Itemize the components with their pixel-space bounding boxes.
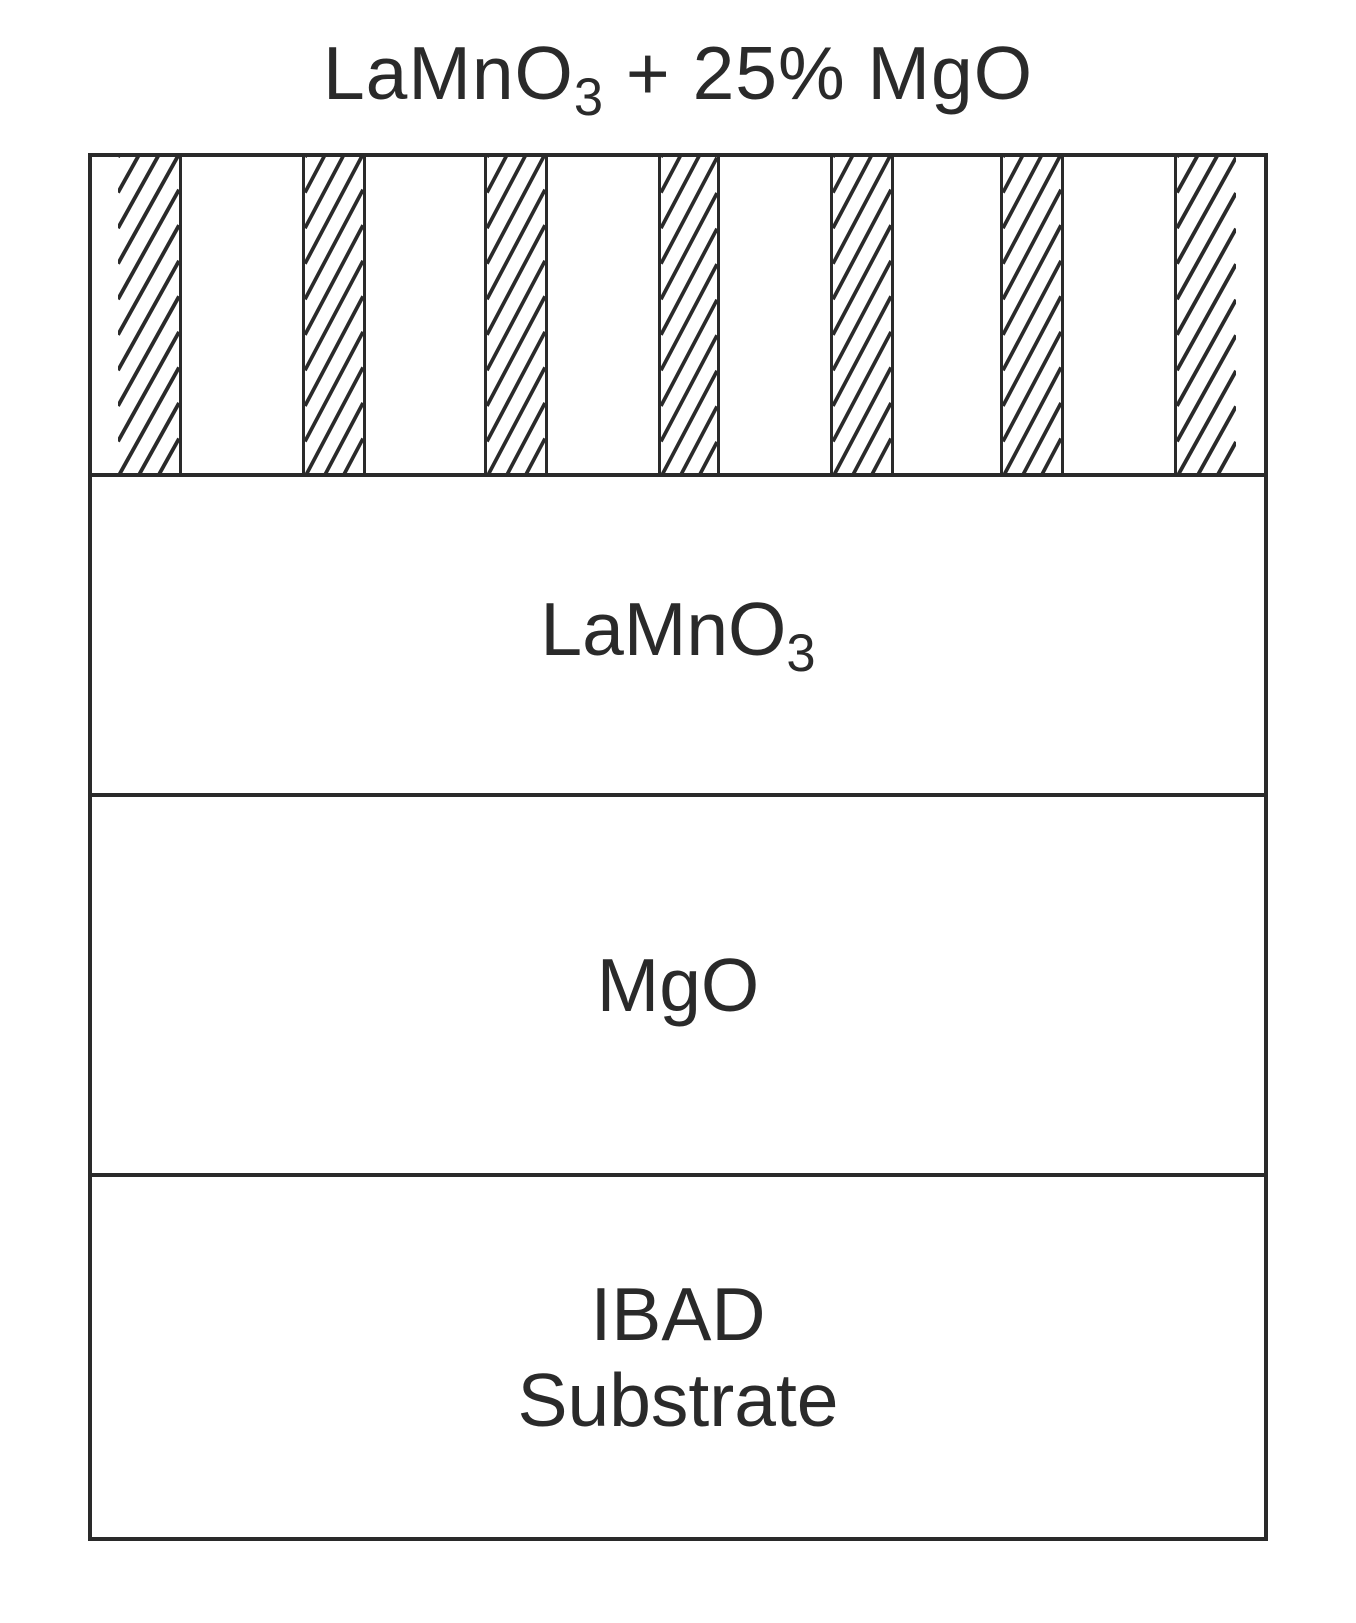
plain-column: [92, 157, 118, 473]
hatched-column: [1000, 157, 1064, 473]
plain-column: [548, 157, 658, 473]
top-composite-layer: [92, 157, 1264, 477]
hatch-pattern: [487, 157, 545, 473]
plain-column: [894, 157, 1000, 473]
plain-column: [366, 157, 484, 473]
hatched-column: [302, 157, 366, 473]
hatch-pattern: [833, 157, 891, 473]
hatched-column: [118, 157, 182, 473]
plain-column: [1064, 157, 1174, 473]
layer-stack: LaMnO3 MgO IBADSubstrate: [88, 153, 1268, 1541]
lamno3-label: LaMnO3: [540, 586, 815, 684]
hatch-pattern: [305, 157, 363, 473]
ibad-substrate-layer: IBADSubstrate: [92, 1177, 1264, 1537]
mgo-layer: MgO: [92, 797, 1264, 1177]
hatched-column: [658, 157, 720, 473]
ibad-label: IBADSubstrate: [517, 1271, 838, 1444]
hatched-column: [484, 157, 548, 473]
hatched-column: [830, 157, 894, 473]
mgo-label: MgO: [597, 942, 760, 1028]
hatch-pattern: [661, 157, 717, 473]
hatch-pattern: [1003, 157, 1061, 473]
hatch-pattern: [118, 157, 179, 473]
diagram-title: LaMnO3 + 25% MgO: [323, 30, 1033, 128]
plain-column: [182, 157, 302, 473]
hatched-column: [1174, 157, 1236, 473]
hatch-pattern: [1177, 157, 1236, 473]
plain-column: [1236, 157, 1264, 473]
lamno3-layer: LaMnO3: [92, 477, 1264, 797]
plain-column: [720, 157, 830, 473]
